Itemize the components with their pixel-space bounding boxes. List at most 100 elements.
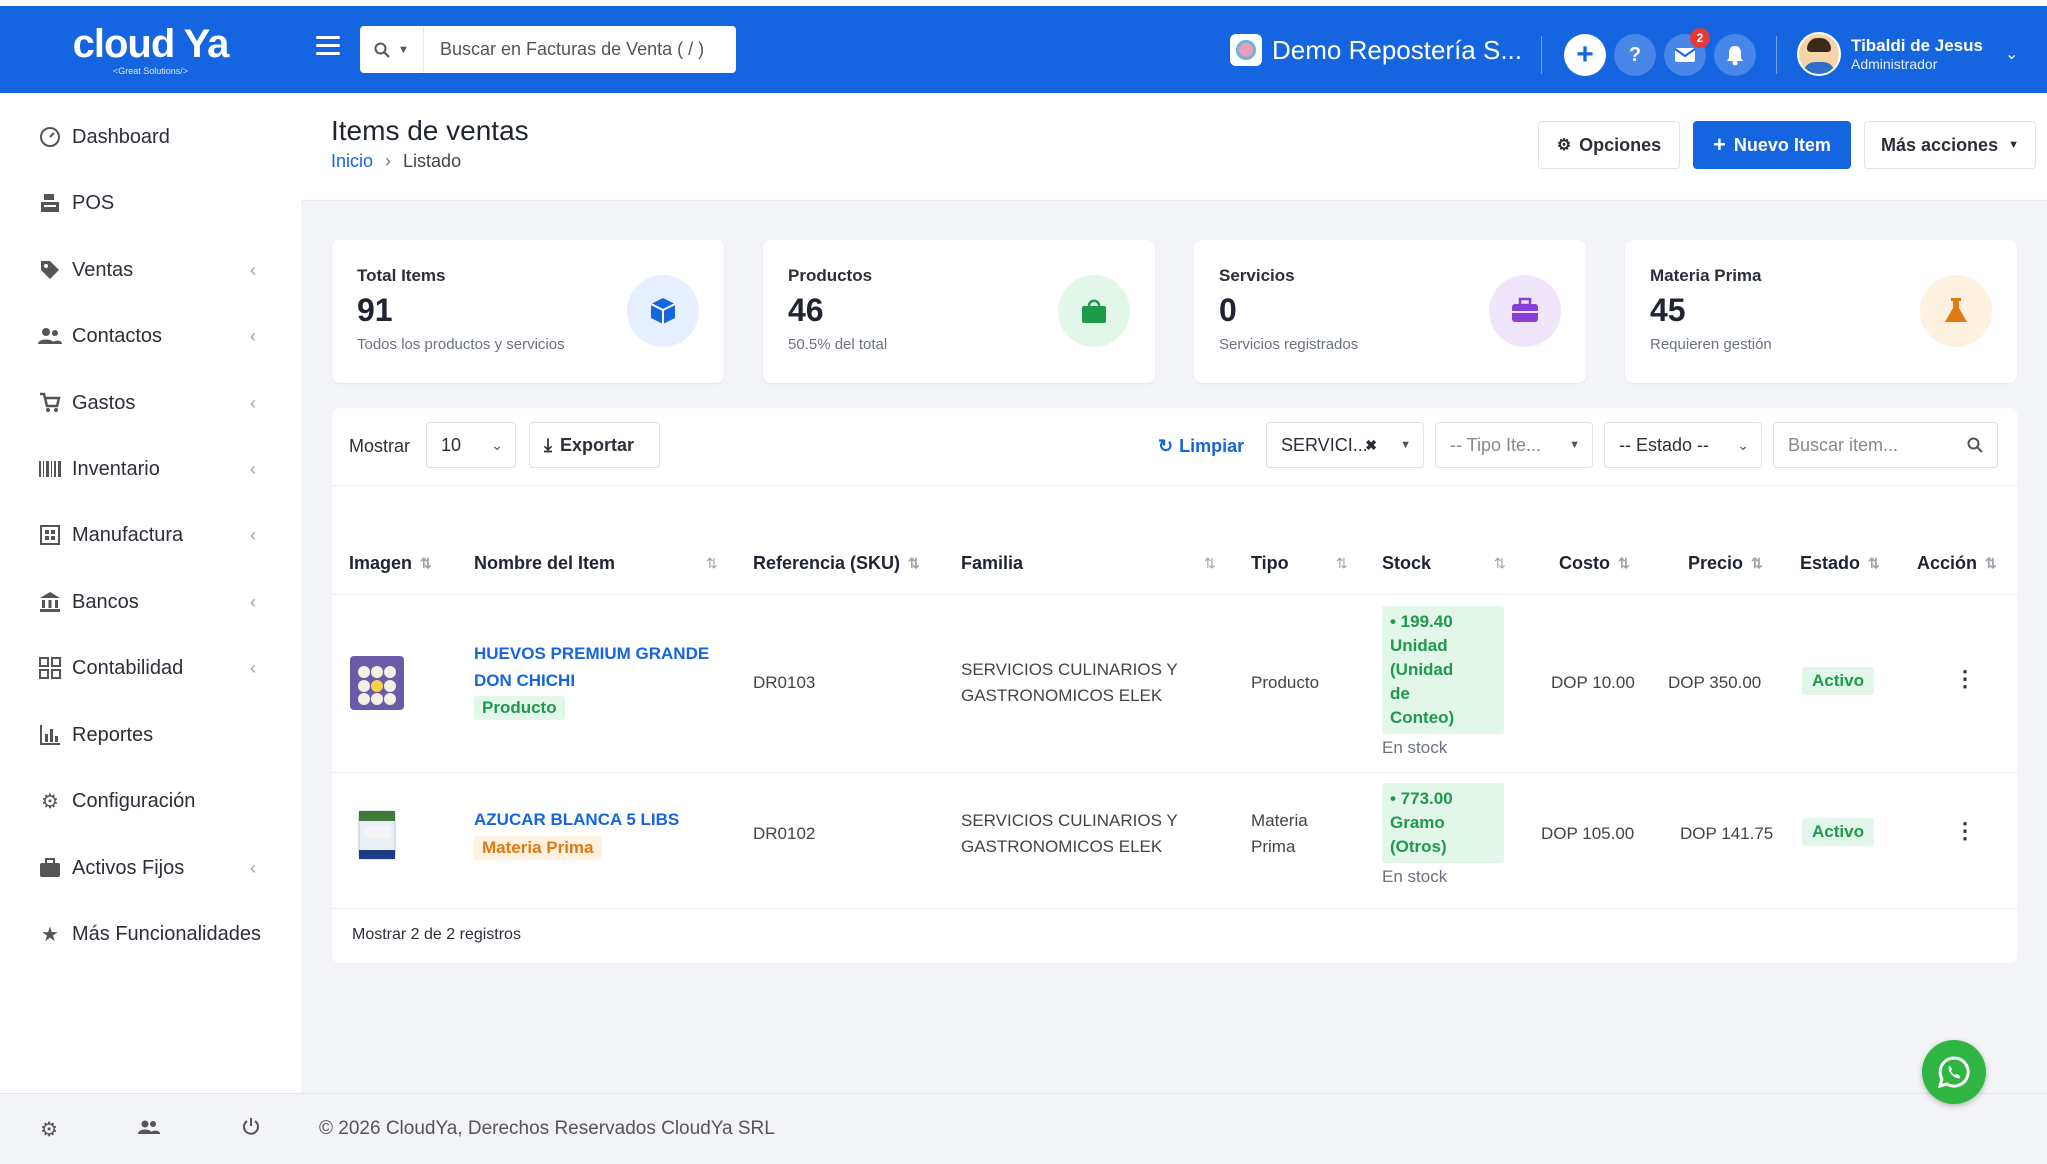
- item-name-link[interactable]: HUEVOS PREMIUM GRANDE DON CHICHI: [474, 644, 710, 690]
- sort-icon: ⇅: [908, 555, 920, 571]
- column-header-stock[interactable]: Stock: [1382, 553, 1432, 573]
- chevron-down-icon: ⌄: [1737, 436, 1749, 453]
- sidebar-item-dashboard[interactable]: Dashboard: [0, 107, 301, 167]
- family-filter-select[interactable]: SERVICI... ✖ ▼: [1266, 422, 1424, 468]
- sidebar-item-contabilidad[interactable]: Contabilidad ‹: [0, 638, 301, 698]
- download-icon: ⤓: [544, 434, 552, 455]
- row-divider: [332, 908, 2017, 909]
- search-scope-dropdown[interactable]: ▼: [360, 26, 424, 73]
- sort-icon[interactable]: ⇅: [1336, 555, 1348, 571]
- column-header-status[interactable]: Estado ⇅: [1800, 553, 1880, 573]
- item-thumbnail-eggs[interactable]: [350, 656, 404, 710]
- sidebar-item-label: Contabilidad: [72, 656, 184, 679]
- stat-value: 0: [1219, 292, 1237, 328]
- options-button[interactable]: ⚙ Opciones: [1538, 121, 1680, 169]
- sidebar-item-bancos[interactable]: Bancos ‹: [0, 572, 301, 632]
- settings-icon[interactable]: ⚙: [40, 1118, 59, 1141]
- plus-icon: +: [1713, 132, 1726, 157]
- item-thumbnail-sugar[interactable]: [350, 808, 404, 862]
- export-button-label: Exportar: [559, 434, 634, 455]
- new-item-button[interactable]: + Nuevo Item: [1693, 121, 1851, 169]
- clear-filters-button[interactable]: ↻ Limpiar: [1158, 436, 1244, 457]
- messages-button[interactable]: 2: [1664, 28, 1710, 76]
- sidebar-item-ventas[interactable]: Ventas ‹: [0, 240, 301, 300]
- stat-label: Productos: [788, 266, 873, 285]
- company-selector[interactable]: Demo Repostería S...: [1230, 34, 1522, 66]
- shopping-bag-icon: [1058, 275, 1130, 347]
- row-actions-kebab-icon[interactable]: ⋮: [1954, 818, 1976, 843]
- table-record-count: Mostrar 2 de 2 registros: [352, 926, 521, 943]
- breadcrumb: Inicio › Listado: [331, 151, 461, 172]
- refresh-icon: ↻: [1158, 436, 1174, 456]
- sidebar-item-configuracion[interactable]: ⚙ Configuración: [0, 771, 301, 831]
- chevron-left-icon: ‹: [250, 259, 256, 280]
- sidebar-item-label: Gastos: [72, 391, 136, 414]
- stat-label: Servicios: [1219, 266, 1295, 285]
- sidebar-item-label: Más Funcionalidades: [72, 922, 261, 945]
- whatsapp-chat-button[interactable]: [1922, 1040, 1986, 1104]
- notifications-button[interactable]: [1714, 34, 1756, 76]
- page-size-select[interactable]: 10 ⌄: [426, 422, 516, 468]
- breadcrumb-home-link[interactable]: Inicio: [331, 151, 374, 171]
- sidebar-item-label: Contactos: [72, 324, 163, 347]
- sort-icon[interactable]: ⇅: [1204, 555, 1216, 571]
- brand-logo[interactable]: cloud Ya <Great Solutions/>: [0, 6, 301, 93]
- sidebar-item-gastos[interactable]: Gastos ‹: [0, 373, 301, 433]
- sidebar-item-mas-funcionalidades[interactable]: ★ Más Funcionalidades: [0, 904, 301, 964]
- global-search[interactable]: ▼ Buscar en Facturas de Venta ( / ): [360, 26, 736, 73]
- status-filter-select[interactable]: -- Estado -- ⌄: [1604, 422, 1762, 468]
- item-sku: DR0102: [753, 824, 816, 843]
- sidebar-item-label: Reportes: [72, 723, 154, 746]
- new-item-button-label: Nuevo Item: [1733, 134, 1831, 155]
- stat-card-materia-prima: Materia Prima 45 Requieren gestión: [1625, 240, 2017, 383]
- sidebar-item-contactos[interactable]: Contactos ‹: [0, 306, 301, 366]
- stat-label: Total Items: [357, 266, 446, 285]
- status-badge: Activo: [1802, 818, 1874, 846]
- column-header-action[interactable]: Acción ⇅: [1917, 553, 1997, 573]
- column-header-family[interactable]: Familia: [961, 553, 1024, 573]
- bell-icon: [1727, 46, 1743, 66]
- chevron-left-icon: ‹: [250, 657, 256, 678]
- clear-x-icon[interactable]: ✖: [1365, 436, 1377, 453]
- search-icon[interactable]: [1967, 437, 1983, 453]
- sort-icon: ⇅: [1985, 555, 1997, 571]
- factory-icon: [38, 523, 62, 547]
- power-icon[interactable]: [241, 1116, 261, 1142]
- help-button[interactable]: ?: [1614, 34, 1656, 76]
- avatar: [1797, 32, 1841, 76]
- menu-toggle-icon[interactable]: [316, 36, 340, 60]
- stat-subtitle: Requieren gestión: [1650, 336, 1772, 353]
- header-divider: [1776, 36, 1777, 74]
- barcode-icon: [38, 457, 62, 481]
- user-menu[interactable]: Tibaldi de Jesus Administrador ⌄: [1797, 32, 2018, 76]
- quick-add-button[interactable]: +: [1564, 34, 1606, 76]
- column-header-image[interactable]: Imagen ⇅: [349, 553, 432, 573]
- item-type-badge: Producto: [474, 696, 565, 720]
- type-filter-select[interactable]: -- Tipo Ite... ▼: [1435, 422, 1593, 468]
- logo-tagline: <Great Solutions/>: [112, 65, 189, 76]
- company-logo-icon: [1230, 34, 1262, 66]
- row-actions-kebab-icon[interactable]: ⋮: [1954, 666, 1976, 691]
- search-input[interactable]: Buscar en Facturas de Venta ( / ): [440, 39, 705, 59]
- column-header-sku[interactable]: Referencia (SKU) ⇅: [753, 553, 920, 573]
- sort-icon[interactable]: ⇅: [706, 555, 718, 571]
- gear-icon: ⚙: [41, 790, 59, 813]
- users-icon[interactable]: [138, 1118, 161, 1141]
- more-actions-button[interactable]: Más acciones ▼: [1864, 121, 2036, 169]
- sidebar-item-manufactura[interactable]: Manufactura ‹: [0, 505, 301, 565]
- sort-icon[interactable]: ⇅: [1494, 555, 1506, 571]
- export-button[interactable]: ⤓ Exportar: [529, 422, 660, 468]
- column-header-type[interactable]: Tipo: [1251, 553, 1289, 573]
- more-actions-button-label: Más acciones: [1881, 134, 1999, 155]
- grid-icon: [38, 656, 62, 680]
- column-header-price[interactable]: Precio ⇅: [1688, 553, 1763, 573]
- column-header-name[interactable]: Nombre del Item: [474, 553, 616, 573]
- column-header-cost[interactable]: Costo ⇅: [1559, 553, 1630, 573]
- sidebar-item-inventario[interactable]: Inventario ‹: [0, 439, 301, 499]
- item-name-link[interactable]: AZUCAR BLANCA 5 LIBS: [474, 810, 680, 829]
- sidebar-item-pos[interactable]: POS: [0, 173, 301, 233]
- item-search-input[interactable]: Buscar item...: [1773, 422, 1998, 468]
- item-family: SERVICIOS CULINARIOS Y GASTRONOMICOS ELE…: [961, 811, 1178, 856]
- sidebar-item-activos-fijos[interactable]: Activos Fijos ‹: [0, 838, 301, 898]
- sidebar-item-reportes[interactable]: Reportes: [0, 705, 301, 765]
